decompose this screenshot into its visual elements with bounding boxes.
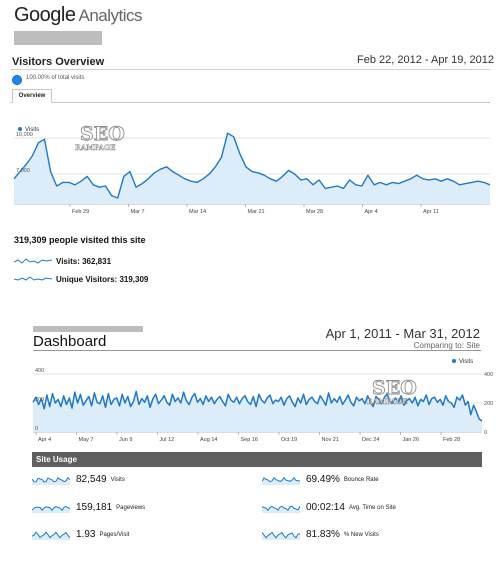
y-tick-label: 400 — [35, 368, 44, 374]
x-tick-label: Mar 28 — [306, 209, 323, 215]
dashboard-title-underline — [33, 350, 481, 351]
logo-analytics-word: Analytics — [78, 6, 143, 25]
metric-label: Pageviews — [116, 504, 146, 511]
x-tick-label: Feb 28 — [443, 437, 460, 443]
x-tick-label: Apr 4 — [38, 437, 51, 443]
metric-new-visits-sparkline — [262, 531, 300, 540]
x-tick-label: Dec 24 — [362, 437, 379, 443]
y-tick-label: 10,000 — [16, 132, 33, 138]
y-tick-label-right: 0 — [484, 430, 487, 436]
metric-value: 69.49% — [306, 474, 340, 485]
metric-label: Avg. Time on Site — [348, 504, 396, 511]
metric-avg-time-on-site[interactable]: 00:02:14 Avg. Time on Site — [262, 502, 396, 513]
logo-google-word: Google — [14, 4, 76, 26]
visits-label: Visits: — [56, 256, 80, 266]
metric-value: 00:02:14 — [306, 502, 345, 513]
watermark-rampage: RAMPAGE — [367, 397, 408, 406]
legend-label: Visits — [25, 127, 39, 133]
series-line — [32, 390, 483, 422]
sparkline-line — [262, 531, 300, 539]
legend-swatch — [452, 359, 456, 363]
header-divider — [10, 69, 490, 70]
metric-value: 159,181 — [76, 502, 113, 513]
segment-pie-icon — [12, 75, 22, 85]
x-tick-label: Apr 4 — [365, 209, 378, 215]
redacted-account-name — [14, 31, 102, 45]
x-tick-label: Sep 16 — [241, 437, 258, 443]
watermark-rampage: RAMPAGE — [75, 143, 116, 152]
visits-value: 362,831 — [82, 256, 112, 266]
series-area — [14, 133, 490, 204]
unique-visitors-value: 319,309 — [119, 274, 149, 284]
metric-pages-per-visit[interactable]: 1.93 Pages/Visit — [32, 529, 129, 540]
y-tick-label: 7,000 — [16, 168, 30, 174]
unique-visitors-sparkline — [14, 276, 52, 281]
dashboard-title: Dashboard — [33, 333, 107, 350]
unique-visitors-sparkline-row[interactable]: Unique Visitors: 319,309 — [14, 274, 148, 284]
x-tick-label: Oct 19 — [281, 437, 297, 443]
x-tick-label: Aug 14 — [200, 437, 217, 443]
sparkline-line — [32, 530, 70, 539]
sparkline-line — [262, 476, 300, 482]
legend-swatch — [18, 127, 22, 131]
metric-value: 81.83% — [306, 529, 340, 540]
metric-new-visits[interactable]: 81.83% % New Visits — [262, 529, 379, 540]
page-title: Visitors Overview — [12, 56, 105, 68]
sparkline-area — [32, 531, 70, 540]
tab-bar-line — [10, 102, 490, 103]
tab-overview[interactable]: Overview — [12, 89, 52, 103]
metric-visits[interactable]: 82,549 Visits — [32, 474, 125, 485]
metric-visits-sparkline — [32, 476, 70, 485]
sparkline-area — [262, 505, 300, 513]
sparkline-line — [32, 476, 70, 482]
x-tick-label: Mar 21 — [248, 209, 265, 215]
metric-bounce-rate-sparkline — [262, 476, 300, 485]
metric-pageviews-sparkline — [32, 505, 70, 513]
google-analytics-logo: Google Analytics — [14, 4, 143, 27]
x-tick-label: Jan 26 — [403, 437, 420, 443]
sparkline-line — [32, 505, 70, 511]
metric-avg-time-sparkline — [262, 505, 300, 513]
unique-visitors-label: Unique Visitors: — [56, 274, 118, 284]
sparkline-line — [262, 505, 300, 511]
series-line — [13, 132, 491, 199]
site-usage-header[interactable]: Site Usage — [32, 452, 482, 467]
watermark-seo: SEO — [80, 123, 125, 145]
x-tick-label: May 7 — [79, 437, 94, 443]
redacted-profile-name — [33, 326, 143, 332]
metric-label: Visits — [110, 476, 125, 483]
legend-label: Visits — [459, 359, 473, 365]
metric-bounce-rate[interactable]: 69.49% Bounce Rate — [262, 474, 379, 485]
x-tick-label: Nov 21 — [322, 437, 339, 443]
x-tick-label: Feb 29 — [72, 209, 89, 215]
metric-value: 82,549 — [76, 474, 107, 485]
y-tick-label-right: 200 — [484, 401, 493, 407]
segment-percent-label: 100.00% of total visits — [26, 75, 85, 81]
x-tick-label: Mar 14 — [189, 209, 206, 215]
metric-label: % New Visits — [343, 531, 379, 538]
x-tick-label: Apr 11 — [423, 209, 439, 215]
metric-pageviews[interactable]: 159,181 Pageviews — [32, 502, 145, 513]
visits-sparkline — [14, 258, 52, 264]
watermark-seo: SEO — [372, 377, 417, 399]
metric-label: Pages/Visit — [99, 531, 130, 538]
visitors-summary: 319,309 people visited this site — [14, 235, 146, 245]
metric-label: Bounce Rate — [343, 476, 379, 483]
y-tick-label: 0 — [35, 426, 38, 432]
x-tick-label: Jul 12 — [160, 437, 175, 443]
y-tick-label: 200 — [35, 397, 44, 403]
metric-value: 1.93 — [76, 529, 96, 540]
dashboard-date-range[interactable]: Apr 1, 2011 - Mar 31, 2012 — [325, 326, 480, 341]
x-tick-label: Mar 7 — [131, 209, 145, 215]
visits-over-time-chart[interactable]: 7,000 10,000 Feb 29 Mar 7 Mar 14 Mar 21 Mar 28… — [0, 118, 500, 218]
x-tick-label: Jun 9 — [119, 437, 132, 443]
sparkline-area — [262, 531, 300, 540]
metric-pages-per-visit-sparkline — [32, 530, 70, 540]
comparing-to-label: Comparing to: Site — [413, 341, 480, 350]
y-tick-label-right: 400 — [484, 372, 493, 378]
dashboard-visits-chart[interactable]: 0 0 200 200 400 400 Apr 4 May 7 Jun 9 Jul 12 Aug 1… — [0, 352, 500, 447]
visits-sparkline-row[interactable]: Visits: 362,831 — [14, 256, 111, 266]
date-range-picker[interactable]: Feb 22, 2012 - Apr 19, 2012 — [357, 54, 494, 66]
